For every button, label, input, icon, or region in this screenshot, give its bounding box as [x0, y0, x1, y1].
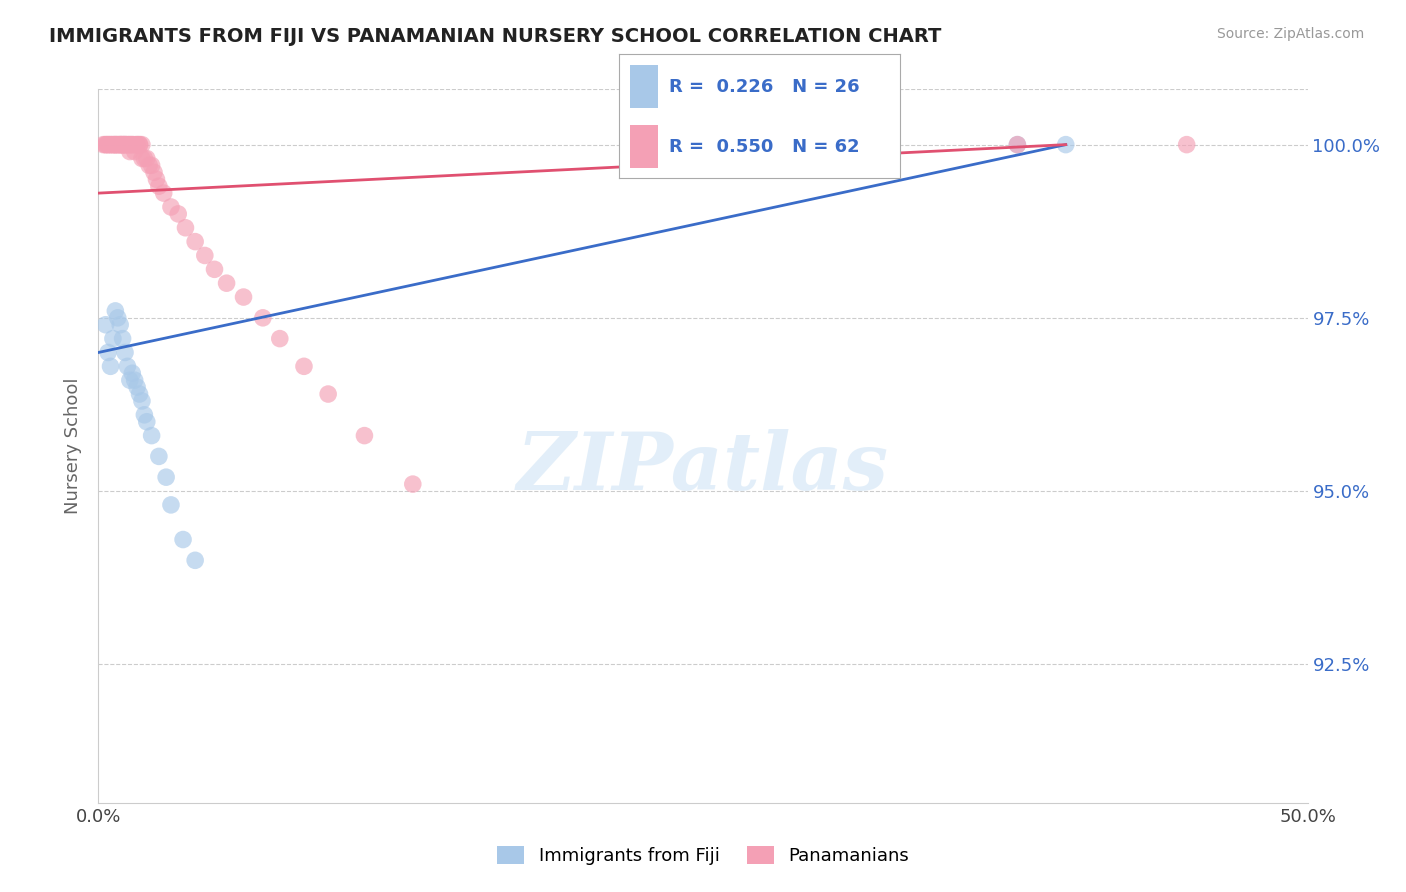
Point — [124, 137, 146, 152]
Point — [97, 345, 120, 359]
Point — [1175, 137, 1198, 152]
Point — [1054, 137, 1077, 152]
Point — [134, 408, 156, 422]
Point — [118, 137, 141, 152]
Point — [111, 137, 134, 152]
Point — [100, 359, 122, 374]
Point — [100, 137, 122, 152]
Point — [143, 165, 166, 179]
Point — [104, 137, 127, 152]
Point — [148, 450, 170, 464]
Point — [252, 310, 274, 325]
FancyBboxPatch shape — [630, 65, 658, 109]
Point — [152, 186, 174, 201]
Point — [104, 304, 127, 318]
Point — [114, 137, 136, 152]
Point — [135, 152, 157, 166]
Point — [111, 332, 134, 346]
Point — [118, 145, 141, 159]
Point — [131, 137, 153, 152]
Y-axis label: Nursery School: Nursery School — [65, 377, 83, 515]
Point — [215, 276, 238, 290]
Point — [135, 415, 157, 429]
Point — [114, 345, 136, 359]
Point — [128, 137, 150, 152]
Point — [107, 137, 129, 152]
Point — [121, 366, 143, 380]
Point — [174, 220, 197, 235]
Point — [111, 137, 134, 152]
Point — [1007, 137, 1029, 152]
Point — [108, 137, 131, 152]
Point — [128, 387, 150, 401]
Point — [108, 137, 131, 152]
FancyBboxPatch shape — [630, 125, 658, 169]
Point — [269, 332, 291, 346]
Point — [134, 152, 156, 166]
Point — [127, 137, 149, 152]
Point — [167, 207, 190, 221]
Point — [117, 359, 139, 374]
Point — [124, 145, 146, 159]
Text: IMMIGRANTS FROM FIJI VS PANAMANIAN NURSERY SCHOOL CORRELATION CHART: IMMIGRANTS FROM FIJI VS PANAMANIAN NURSE… — [49, 27, 942, 45]
Point — [145, 172, 167, 186]
Point — [124, 373, 146, 387]
Point — [114, 137, 136, 152]
Point — [107, 137, 129, 152]
Point — [94, 318, 117, 332]
Point — [292, 359, 315, 374]
Point — [118, 373, 141, 387]
Point — [121, 137, 143, 152]
Point — [101, 332, 124, 346]
Point — [141, 158, 163, 172]
Point — [316, 387, 339, 401]
Point — [117, 137, 139, 152]
Point — [128, 137, 150, 152]
Point — [118, 137, 141, 152]
Point — [141, 428, 163, 442]
Point — [155, 470, 177, 484]
Point — [107, 310, 129, 325]
Point — [104, 137, 127, 152]
Point — [138, 158, 160, 172]
Point — [121, 137, 143, 152]
Point — [353, 428, 375, 442]
Point — [114, 137, 136, 152]
Point — [184, 553, 207, 567]
Point — [204, 262, 226, 277]
Point — [97, 137, 120, 152]
Point — [108, 137, 131, 152]
Text: Source: ZipAtlas.com: Source: ZipAtlas.com — [1216, 27, 1364, 41]
Point — [148, 179, 170, 194]
Point — [194, 248, 217, 262]
Point — [232, 290, 254, 304]
Point — [108, 318, 131, 332]
Point — [101, 137, 124, 152]
Point — [160, 200, 183, 214]
Point — [111, 137, 134, 152]
Point — [160, 498, 183, 512]
Point — [172, 533, 194, 547]
Point — [100, 137, 122, 152]
Text: R =  0.550   N = 62: R = 0.550 N = 62 — [669, 138, 860, 156]
Point — [184, 235, 207, 249]
Point — [127, 380, 149, 394]
Text: R =  0.226   N = 26: R = 0.226 N = 26 — [669, 78, 860, 96]
Point — [94, 137, 117, 152]
Point — [94, 137, 117, 152]
Point — [91, 137, 114, 152]
Point — [402, 477, 425, 491]
Point — [101, 137, 124, 152]
Point — [117, 137, 139, 152]
Point — [104, 137, 127, 152]
Point — [1007, 137, 1029, 152]
Point — [131, 394, 153, 409]
Legend: Immigrants from Fiji, Panamanians: Immigrants from Fiji, Panamanians — [489, 838, 917, 872]
Point — [97, 137, 120, 152]
Point — [131, 152, 153, 166]
Point — [127, 137, 149, 152]
Text: ZIPatlas: ZIPatlas — [517, 429, 889, 506]
